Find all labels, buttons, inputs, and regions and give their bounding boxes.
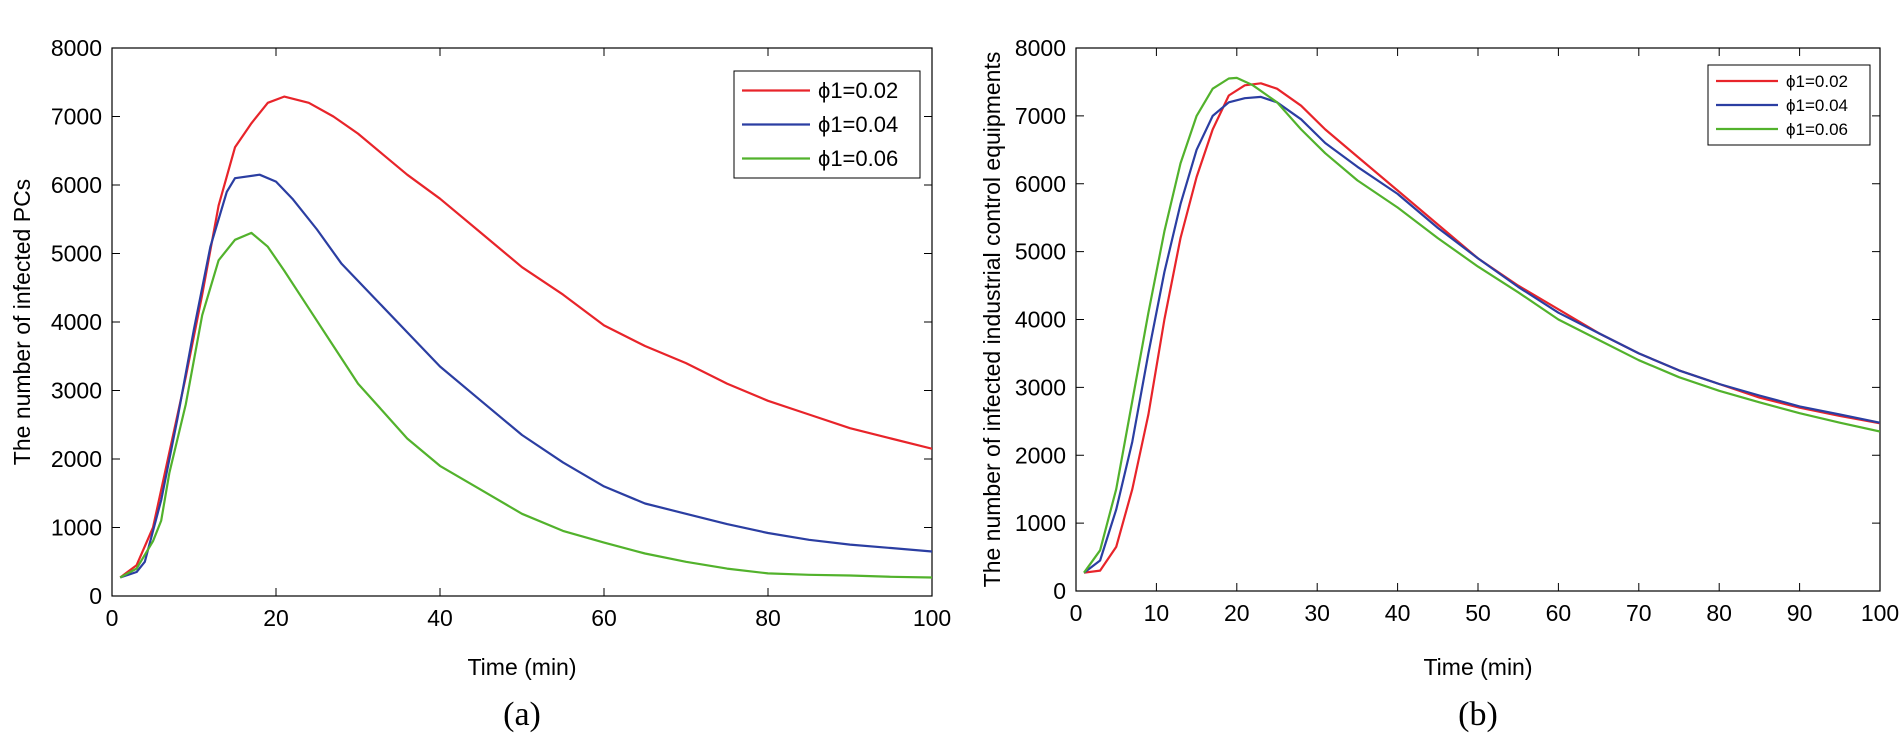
legend-entry: ϕ1=0.04: [1786, 96, 1848, 115]
x-tick-label: 40: [427, 605, 453, 631]
y-tick-label: 0: [1053, 578, 1066, 604]
x-tick-label: 0: [1070, 600, 1083, 626]
y-tick-label: 8000: [1015, 35, 1066, 61]
x-tick-label: 60: [591, 605, 617, 631]
y-tick-label: 6000: [1015, 171, 1066, 197]
x-tick-label: 80: [1706, 600, 1732, 626]
x-tick-label: 20: [263, 605, 289, 631]
x-tick-label: 20: [1224, 600, 1250, 626]
y-tick-label: 7000: [51, 104, 102, 130]
y-axis-label: The number of infected industrial contro…: [979, 52, 1005, 588]
figure-caption: (a): [503, 696, 541, 733]
y-tick-label: 7000: [1015, 103, 1066, 129]
legend-entry: ϕ1=0.02: [1786, 72, 1848, 91]
y-tick-label: 4000: [1015, 307, 1066, 333]
y-tick-label: 1000: [51, 515, 102, 541]
y-axis-label: The number of infected PCs: [9, 179, 35, 465]
legend-entry: ϕ1=0.02: [818, 78, 898, 103]
x-tick-label: 90: [1787, 600, 1813, 626]
x-tick-label: 80: [755, 605, 781, 631]
x-axis-label: Time (min): [1423, 654, 1532, 680]
chart-b: 0 10 20 30 40 50 60 70 80 90 100010002000300040005…: [979, 35, 1899, 733]
series-line-3: [1083, 76, 1880, 574]
legend: ϕ1=0.02 ϕ1=0.04 ϕ1=0.06: [733, 70, 921, 179]
legend-entry: ϕ1=0.04: [818, 112, 898, 137]
y-tick-label: 0: [89, 583, 102, 609]
y-tick-label: 4000: [51, 309, 102, 335]
y-tick-label: 5000: [51, 241, 102, 267]
series-line-1: [1083, 82, 1880, 574]
x-tick-label: 30: [1304, 600, 1330, 626]
x-tick-label: 100: [1861, 600, 1899, 626]
y-tick-label: 2000: [51, 446, 102, 472]
x-axis-label: Time (min): [467, 654, 576, 680]
legend-entry: ϕ1=0.06: [1786, 120, 1848, 139]
x-tick-label: 10: [1144, 600, 1170, 626]
y-tick-label: 2000: [1015, 442, 1066, 468]
series-line-3: [119, 231, 932, 579]
y-tick-label: 1000: [1015, 510, 1066, 536]
x-tick-label: 60: [1546, 600, 1572, 626]
y-tick-label: 8000: [51, 35, 102, 61]
y-tick-label: 6000: [51, 172, 102, 198]
y-tick-label: 3000: [51, 378, 102, 404]
x-tick-label: 100: [913, 605, 951, 631]
x-tick-label: 40: [1385, 600, 1411, 626]
legend: ϕ1=0.02 ϕ1=0.04 ϕ1=0.06: [1707, 64, 1871, 146]
y-tick-label: 3000: [1015, 374, 1066, 400]
series-line-1: [119, 95, 932, 579]
chart-a: 0 20 40 60 80 1000100020003000400050006000700…: [9, 35, 951, 733]
legend-entry: ϕ1=0.06: [818, 146, 898, 171]
series-line-2: [1083, 95, 1880, 574]
x-tick-label: 70: [1626, 600, 1652, 626]
x-tick-label: 0: [106, 605, 119, 631]
x-tick-label: 50: [1465, 600, 1491, 626]
y-tick-label: 5000: [1015, 239, 1066, 265]
series-line-2: [119, 173, 932, 579]
figure-caption: (b): [1458, 696, 1498, 733]
